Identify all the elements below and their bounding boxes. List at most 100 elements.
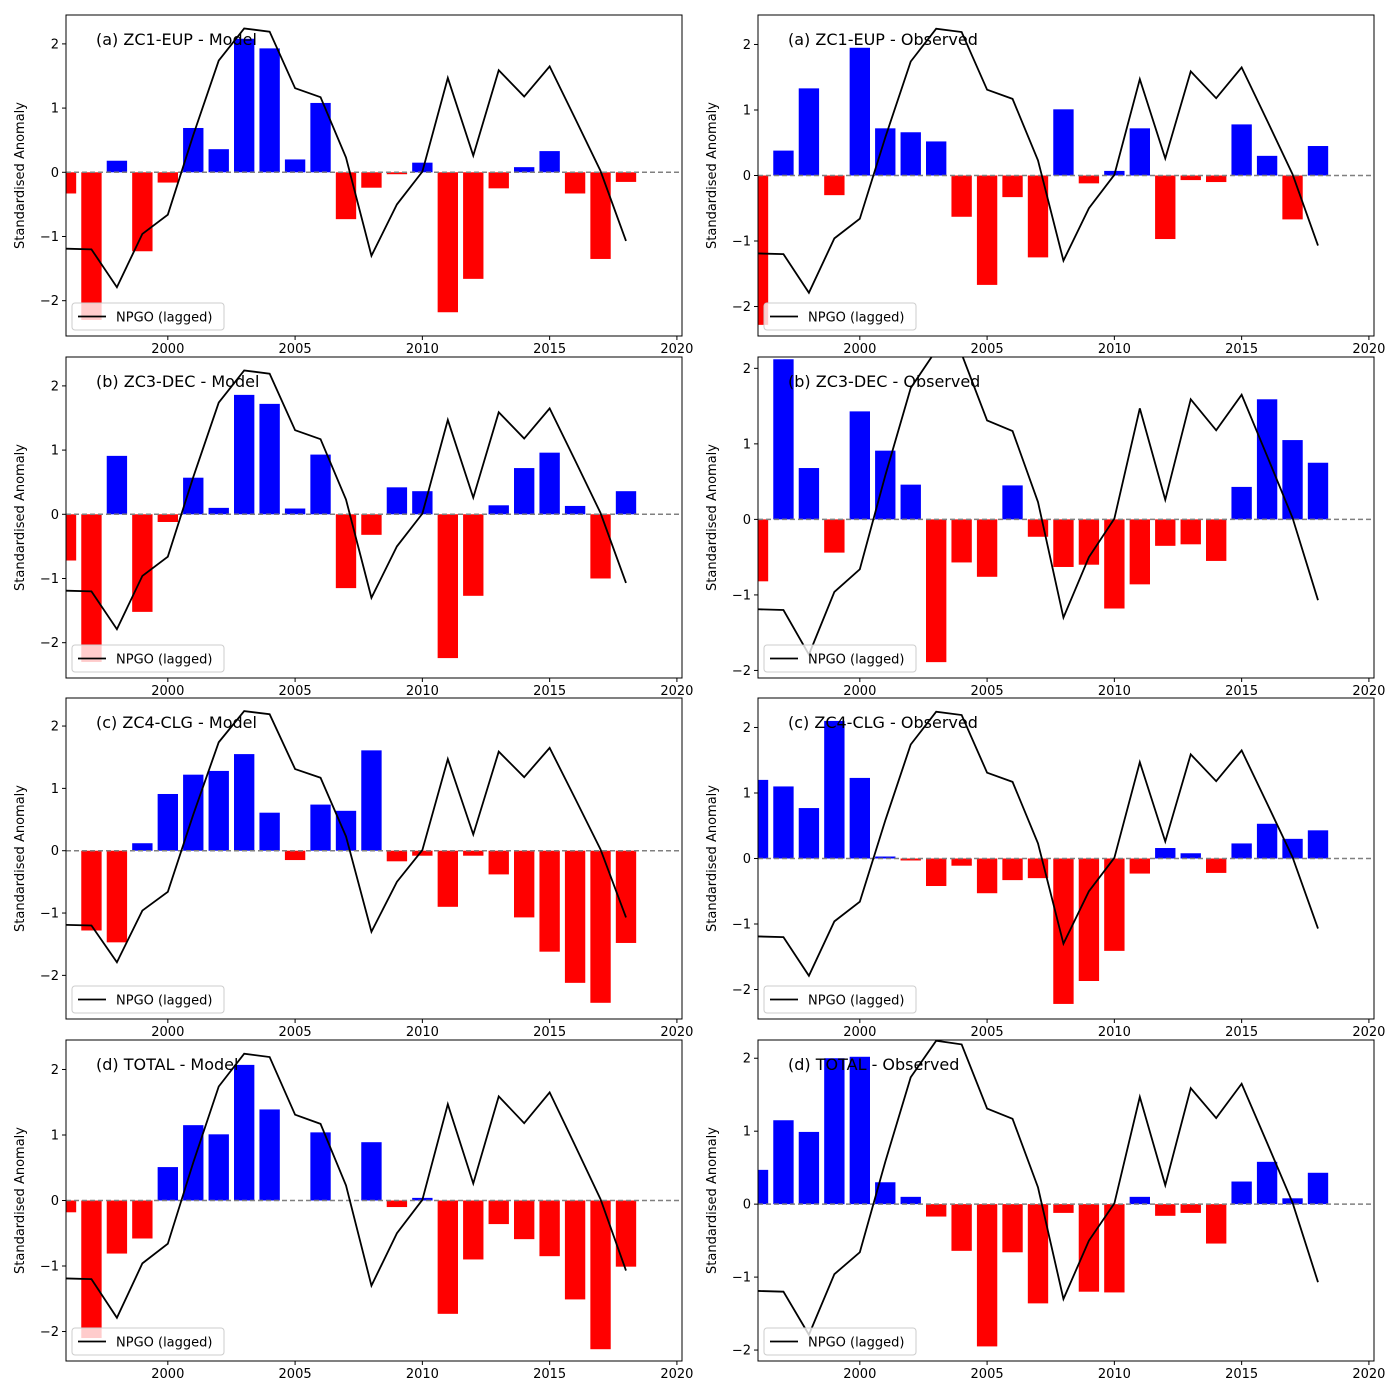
bar-2003 — [234, 754, 255, 851]
y-axis-label: Standardised Anomaly — [705, 444, 720, 591]
bar-2011 — [437, 514, 458, 659]
chart-panel: 2000 2005 2010 2015 2020 −2 −1 0 1 2 Standardised … — [705, 697, 1385, 1040]
x-tick-label: 2005 — [279, 684, 312, 699]
bar-2011 — [1129, 128, 1150, 176]
bar-2012 — [463, 1200, 484, 1260]
legend-label: NPGO (lagged) — [116, 994, 212, 1009]
bar-2016 — [564, 505, 586, 515]
y-axis-label: Standardised Anomaly — [13, 444, 28, 591]
npgo-line — [66, 710, 627, 965]
bar-2008 — [361, 1142, 382, 1201]
bar-2009 — [386, 1200, 408, 1208]
bar-2006 — [310, 804, 331, 851]
bar-2008 — [1053, 109, 1074, 176]
bar-2015 — [1231, 124, 1252, 176]
bar-2005 — [976, 519, 998, 577]
chart-panel: 2000 2005 2010 2015 2020 −2 −1 0 1 2 Standardised … — [13, 14, 693, 357]
bar-2008 — [361, 514, 382, 535]
bar-2006 — [1002, 175, 1023, 198]
bar-1998 — [798, 88, 820, 176]
x-tick-label: 2000 — [843, 1025, 876, 1040]
x-tick-label: 2005 — [971, 684, 1004, 699]
y-axis-label: Standardised Anomaly — [705, 1127, 720, 1274]
y-tick-label: 2 — [743, 38, 751, 53]
y-axis-label: Standardised Anomaly — [705, 102, 720, 249]
y-tick-label: 1 — [51, 444, 59, 459]
bar-2010 — [1104, 858, 1125, 951]
bar-2009 — [1078, 1204, 1100, 1292]
legend-box — [763, 1327, 917, 1356]
y-tick-label: 0 — [51, 166, 59, 181]
plot-frame — [65, 14, 683, 337]
bar-2006 — [310, 102, 331, 173]
bar-1998 — [106, 455, 128, 515]
bar-1996 — [66, 172, 77, 194]
bar-2000 — [849, 411, 870, 520]
bar-2018 — [1307, 146, 1329, 176]
bar-2012 — [1155, 175, 1176, 240]
y-tick-label: 0 — [51, 1194, 59, 1209]
bar-1999 — [824, 175, 845, 196]
x-tick-label: 2020 — [1352, 684, 1385, 699]
bar-2005 — [976, 1204, 998, 1347]
legend: NPGO (lagged) — [763, 985, 917, 1014]
y-tick-label: −2 — [40, 294, 59, 309]
bar-1996 — [758, 1169, 769, 1205]
bar-1996 — [66, 1200, 77, 1213]
bar-2003 — [926, 141, 947, 176]
bar-2014 — [1206, 858, 1227, 873]
bar-2017 — [590, 850, 611, 1003]
legend: NPGO (lagged) — [763, 644, 917, 673]
bar-1997 — [81, 514, 102, 662]
bar-2000 — [157, 1167, 178, 1201]
bar-2000 — [157, 172, 178, 183]
y-tick-label: 0 — [51, 508, 59, 523]
x-tick-label: 2005 — [279, 1025, 312, 1040]
bar-2002 — [208, 770, 229, 851]
bar-2008 — [1053, 519, 1074, 567]
bar-2000 — [849, 1056, 870, 1205]
bar-2000 — [157, 793, 178, 851]
bar-2011 — [1129, 858, 1150, 874]
chart-panel: 2000 2005 2010 2015 2020 −2 −1 0 1 2 Standardised … — [705, 14, 1385, 357]
y-tick-label: 1 — [51, 102, 59, 117]
chart-panel: 2000 2005 2010 2015 2020 −2 −1 0 1 2 Standardised … — [13, 356, 693, 699]
bar-2010 — [1104, 519, 1125, 609]
x-tick-label: 2010 — [406, 1025, 439, 1040]
x-tick-label: 2015 — [533, 342, 566, 357]
legend-label: NPGO (lagged) — [808, 1336, 904, 1351]
legend-box — [763, 985, 917, 1014]
bar-2008 — [1053, 1204, 1074, 1213]
bar-2016 — [1256, 1161, 1278, 1205]
bar-2005 — [976, 858, 998, 894]
bar-2004 — [259, 403, 280, 515]
x-tick-label: 2000 — [151, 1367, 184, 1382]
bar-2004 — [259, 812, 280, 851]
x-tick-label: 2015 — [1225, 342, 1258, 357]
y-tick-label: 0 — [743, 852, 751, 867]
y-tick-label: 1 — [743, 1125, 751, 1140]
panel-title: (c) ZC4-CLG - Model — [96, 713, 257, 732]
bar-2002 — [900, 858, 921, 861]
legend-box — [763, 302, 917, 331]
legend-box — [71, 1327, 225, 1356]
bar-2014 — [1206, 1204, 1227, 1244]
bar-2004 — [259, 48, 280, 173]
npgo-line — [758, 710, 1319, 978]
y-tick-label: 2 — [743, 1052, 751, 1067]
legend: NPGO (lagged) — [71, 644, 225, 673]
bar-2008 — [361, 750, 382, 851]
plot-area — [758, 27, 1374, 325]
legend-box — [71, 302, 225, 331]
y-axis-label: Standardised Anomaly — [13, 785, 28, 932]
legend-label: NPGO (lagged) — [808, 994, 904, 1009]
bar-1997 — [81, 850, 102, 931]
bar-2014 — [514, 850, 535, 918]
y-tick-label: −2 — [732, 300, 751, 315]
bar-2001 — [183, 127, 204, 173]
bar-2017 — [1282, 440, 1303, 520]
bar-2016 — [564, 172, 586, 194]
bar-2016 — [1256, 399, 1278, 520]
bar-2002 — [208, 149, 229, 173]
bar-2016 — [1256, 155, 1278, 176]
